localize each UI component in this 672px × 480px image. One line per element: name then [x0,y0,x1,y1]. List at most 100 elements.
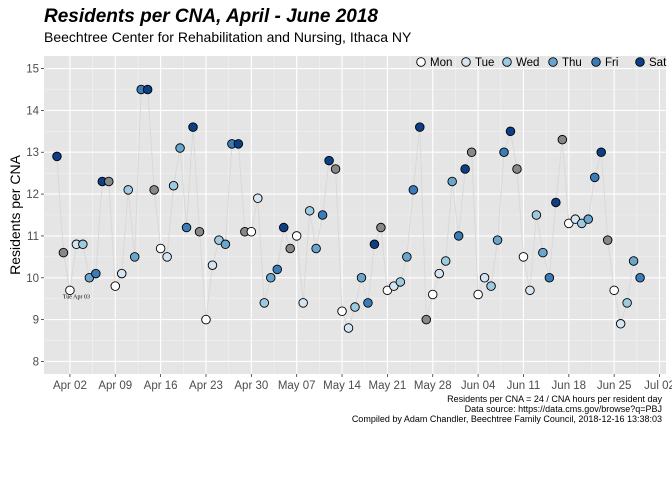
y-tick-label: 13 [26,147,39,159]
data-point [544,273,555,283]
data-point [253,193,263,204]
x-tick-label: May 14 [323,380,361,392]
x-tick-label: Apr 02 [53,380,87,392]
y-axis: 8 9 10 11 12 13 14 15 [26,64,44,368]
data-point [188,122,198,132]
caption-line: Residents per CNA = 24 / CNA hours per r… [447,394,662,404]
data-point [155,243,166,254]
legend-label: Tue [475,57,494,69]
legend-label: Wed [516,57,539,69]
x-tick-label: May 07 [278,380,316,392]
data-point [116,268,127,279]
data-point [615,319,626,329]
data-point [330,164,341,174]
data-point [233,139,244,149]
data-point [460,164,470,174]
grid-lines [44,56,666,374]
data-point [129,252,140,262]
data-point [421,314,432,325]
data-point [525,285,535,296]
data-point [466,147,477,157]
data-point [499,147,509,157]
data-point [440,256,451,266]
legend-swatch [502,57,512,67]
point-annotation: Tue Apr 03 [63,295,90,301]
y-tick-label: 12 [26,189,39,201]
data-point [505,126,516,137]
data-point [298,298,308,308]
data-point [369,239,380,250]
y-tick-label: 14 [26,105,39,117]
data-point [518,252,529,262]
x-tick-label: Jun 04 [461,380,496,392]
legend: Mon Tue Wed Thu Fri Sat [416,57,667,69]
data-point [486,281,496,291]
data-point [78,239,88,250]
data-point [110,281,121,291]
legend-swatch [591,57,601,67]
data-point [142,84,153,95]
data-point [65,285,75,296]
data-points [52,84,645,333]
data-point [149,185,159,195]
x-tick-label: May 21 [369,380,407,392]
y-tick-label: 8 [33,356,39,368]
data-point [343,323,354,333]
data-point [291,231,302,241]
data-point [479,273,490,283]
data-point [337,306,347,316]
data-point [492,235,503,245]
data-point [512,164,522,174]
data-point [628,256,639,266]
data-point [602,235,613,245]
data-point [376,222,386,233]
x-tick-label: May 28 [414,380,452,392]
y-tick-label: 15 [26,64,39,76]
data-point [408,185,419,195]
data-point [350,302,360,312]
caption-line: Compiled by Adam Chandler, Beechtree Fam… [352,414,662,424]
legend-swatch [548,57,558,67]
chart-title: Residents per CNA, April - June 2018 [44,6,378,27]
data-point [194,226,205,237]
data-point [278,222,289,233]
data-point [596,147,606,157]
chart-subtitle: Beechtree Center for Rehabilitation and … [44,29,412,45]
annotations: Tue Apr 03 [63,295,90,301]
data-point [162,252,172,262]
data-point [453,231,464,241]
data-point [538,247,548,258]
data-point [175,143,185,153]
data-point [622,298,632,308]
data-point [324,155,334,166]
data-point [52,151,62,162]
x-tick-label: Apr 30 [234,380,268,392]
data-point [363,298,373,308]
x-tick-label: Jun 11 [507,380,541,392]
x-tick-label: Jun 25 [597,380,632,392]
data-point [551,197,561,208]
data-point [259,298,270,308]
legend-label: Fri [605,57,618,69]
legend-label: Mon [430,57,452,69]
data-point [589,172,600,183]
data-point [434,268,444,279]
data-point [557,134,568,145]
legend-swatch [635,57,645,67]
data-point [304,206,315,216]
y-tick-label: 11 [27,231,39,243]
data-point [356,273,367,283]
data-point [272,264,283,275]
data-point [531,210,542,220]
data-point [402,252,412,262]
legend-swatch [416,57,426,67]
data-point [415,122,425,132]
data-point [311,243,321,254]
data-point [246,226,257,237]
y-tick-label: 10 [26,273,39,285]
data-point [104,176,114,187]
data-point [635,273,645,283]
data-point [317,210,328,220]
y-axis-label: Residents per CNA [7,154,23,274]
